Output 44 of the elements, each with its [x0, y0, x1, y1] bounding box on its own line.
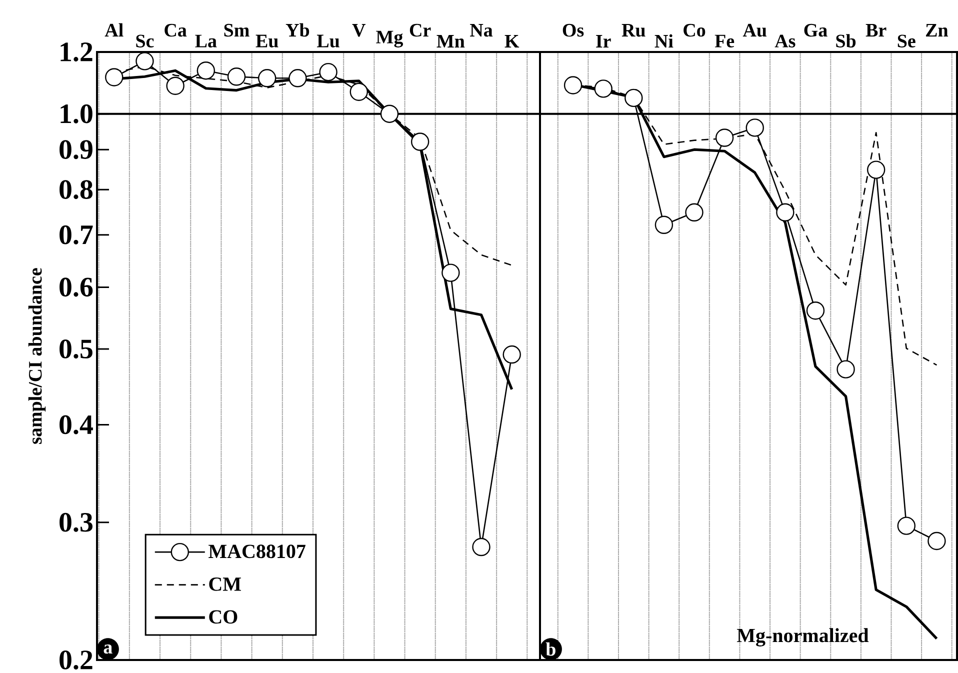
x-tick-label: Ca	[164, 24, 187, 37]
x-tick-label: Lu	[317, 34, 340, 48]
x-tick-label: La	[195, 34, 217, 48]
x-tick-label: Ru	[622, 24, 646, 37]
y-tick-label: 0.4	[60, 415, 93, 434]
x-tick-label: Se	[898, 34, 916, 48]
y-tick-label: 0.3	[60, 512, 93, 532]
legend-label: CO	[209, 610, 238, 624]
y-tick-label: 0.8	[60, 180, 93, 200]
x-tick-label: As	[774, 34, 796, 48]
y-tick-label: 0.9	[60, 140, 92, 160]
x-tick-label: Sm	[224, 24, 250, 37]
y-tick-label: 0.2	[60, 650, 92, 670]
x-tick-label: Os	[562, 24, 584, 37]
annotation: b	[546, 642, 556, 656]
x-tick-label: Mg	[376, 30, 404, 48]
y-tick-label: 0.7	[60, 225, 93, 244]
x-tick-label: Cr	[410, 24, 431, 37]
x-tick-label: V	[352, 24, 366, 37]
x-tick-label: Al	[104, 23, 124, 36]
x-tick-label: K	[504, 35, 520, 48]
y-tick-label: 0.5	[60, 340, 92, 359]
x-tick-label: Co	[684, 24, 706, 37]
x-tick-label: Ir	[596, 35, 611, 48]
y-tick-label: 1.2	[60, 42, 92, 62]
x-tick-label: Au	[742, 24, 766, 37]
x-tick-label: Zn	[926, 24, 948, 36]
annotation: a	[104, 644, 112, 654]
x-tick-label: Sc	[136, 34, 154, 48]
legend-label: MAC88107	[208, 544, 306, 558]
x-tick-label: Ga	[804, 24, 828, 37]
y-axis-title: sample/CI abundance	[28, 268, 46, 444]
x-tick-label: Ni	[654, 34, 674, 48]
x-tick-label: Yb	[286, 23, 310, 37]
y-tick-label: 1.0	[60, 104, 92, 124]
x-tick-label: Eu	[256, 34, 278, 48]
y-tick-label: 0.6	[60, 278, 93, 297]
annotation: Mg-normalized	[736, 628, 869, 646]
x-tick-label: Mn	[436, 35, 465, 48]
x-tick-label: Br	[866, 24, 886, 37]
legend-label: CM	[209, 577, 241, 591]
x-tick-label: Na	[470, 24, 493, 37]
x-tick-label: Fe	[714, 34, 734, 48]
x-tick-label: Sb	[836, 34, 856, 48]
